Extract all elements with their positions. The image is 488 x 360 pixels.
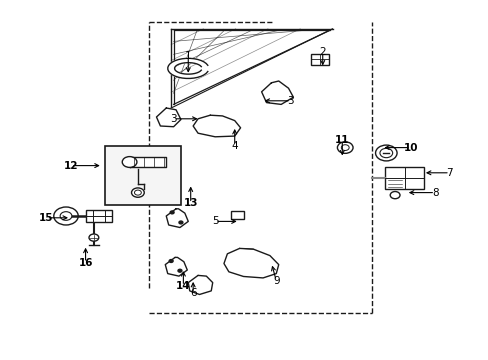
Bar bbox=[230, 211, 244, 219]
Bar bbox=[85, 210, 112, 222]
Text: 13: 13 bbox=[183, 198, 198, 208]
Circle shape bbox=[341, 145, 348, 150]
Text: 2: 2 bbox=[319, 47, 325, 57]
Circle shape bbox=[389, 192, 399, 199]
Polygon shape bbox=[156, 108, 181, 127]
Polygon shape bbox=[166, 209, 188, 228]
Polygon shape bbox=[224, 248, 278, 278]
Polygon shape bbox=[193, 115, 240, 137]
Text: 10: 10 bbox=[403, 143, 417, 153]
Polygon shape bbox=[165, 257, 187, 276]
Bar bbox=[105, 146, 181, 205]
Text: 9: 9 bbox=[272, 276, 279, 286]
Polygon shape bbox=[261, 81, 293, 104]
Text: 1: 1 bbox=[184, 51, 191, 61]
Bar bbox=[385, 167, 424, 189]
Circle shape bbox=[170, 211, 174, 214]
Text: 4: 4 bbox=[231, 141, 238, 151]
Circle shape bbox=[54, 207, 78, 225]
Text: 5: 5 bbox=[211, 216, 218, 226]
Polygon shape bbox=[129, 157, 166, 167]
Circle shape bbox=[337, 142, 352, 153]
Circle shape bbox=[179, 221, 183, 224]
Circle shape bbox=[375, 145, 396, 161]
Text: 3: 3 bbox=[287, 96, 294, 106]
Text: 7: 7 bbox=[446, 168, 452, 178]
Polygon shape bbox=[167, 58, 207, 78]
Polygon shape bbox=[188, 275, 212, 294]
Circle shape bbox=[169, 260, 173, 262]
Circle shape bbox=[131, 188, 144, 197]
Circle shape bbox=[60, 212, 72, 220]
Circle shape bbox=[134, 190, 141, 195]
Text: 14: 14 bbox=[176, 281, 190, 291]
Bar bbox=[310, 54, 328, 65]
Text: 16: 16 bbox=[78, 258, 93, 268]
Text: 12: 12 bbox=[63, 161, 78, 171]
Text: 11: 11 bbox=[334, 135, 349, 145]
Text: 3: 3 bbox=[170, 114, 177, 124]
Text: 6: 6 bbox=[189, 288, 196, 298]
Circle shape bbox=[379, 148, 392, 158]
Circle shape bbox=[122, 157, 137, 167]
Text: 15: 15 bbox=[39, 213, 54, 223]
Circle shape bbox=[89, 234, 99, 241]
Text: 8: 8 bbox=[431, 188, 438, 198]
Circle shape bbox=[178, 269, 182, 272]
